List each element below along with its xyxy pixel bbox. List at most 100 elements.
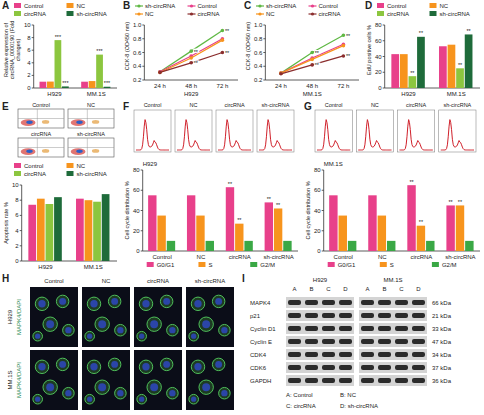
y-tick [32, 75, 34, 76]
histogram-curve [177, 120, 210, 150]
y-tick [322, 251, 324, 252]
protein-label: GAPDH [250, 378, 271, 384]
cell [147, 317, 161, 331]
nucleus [87, 397, 92, 402]
image-label: sh-circRNA [262, 102, 290, 108]
bar [167, 241, 175, 251]
column-label: NC [102, 278, 111, 284]
axis-title: CCK-8 (OD450 nm) [124, 22, 130, 70]
micrograph [30, 287, 78, 347]
figure: ARelative expression ofcircRNA_0000190 (… [0, 0, 484, 415]
legend-label: Control [387, 3, 406, 9]
bar [265, 202, 273, 251]
bar [407, 185, 415, 251]
cell [167, 324, 179, 336]
annotation: ** [225, 28, 230, 34]
y-tick [32, 50, 34, 51]
nucleus [111, 298, 118, 305]
bar [426, 241, 434, 251]
bar [446, 205, 454, 251]
cell-cloud [26, 150, 32, 153]
blot-band [378, 339, 391, 344]
y-tick-label: 0 [27, 85, 31, 91]
bar [465, 34, 473, 88]
histogram-curve [317, 120, 350, 150]
histogram-frame [216, 110, 253, 152]
cell-cloud [26, 121, 32, 124]
bar [439, 46, 447, 88]
nucleus [46, 383, 54, 391]
bar [102, 194, 110, 261]
cell [160, 295, 172, 307]
y-tick [263, 38, 265, 39]
bar [47, 82, 54, 88]
y-axis [21, 185, 22, 261]
y-tick [322, 190, 324, 191]
axis-title: Cell cycle distribution % [124, 181, 130, 239]
y-tick-label: 20 [133, 228, 140, 234]
legend-label: circRNA [387, 11, 409, 17]
nucleus [221, 390, 227, 396]
cell-cloud [92, 120, 99, 124]
legend-label: circRNA [198, 11, 220, 17]
bar [387, 241, 395, 251]
y-tick [263, 66, 265, 67]
annotation: *** [104, 80, 111, 86]
panel-letter: B [123, 0, 130, 11]
cell [115, 387, 127, 399]
annotation: ** [237, 217, 242, 223]
panel-letter: I [242, 273, 245, 284]
cell [115, 324, 127, 336]
line [160, 40, 222, 72]
nucleus [215, 361, 222, 368]
y-tick-label: 60 [375, 38, 382, 44]
blot-band [395, 365, 408, 370]
bar [339, 216, 347, 251]
key-label: B: NC [340, 392, 357, 398]
marker [189, 56, 193, 60]
bar [391, 54, 399, 88]
cell [191, 297, 204, 310]
nucleus [65, 327, 71, 333]
plot-marks [329, 185, 473, 251]
legend-label: sh-circRNA [77, 171, 107, 177]
legend-label: S [208, 262, 212, 268]
legend-swatch [67, 171, 74, 176]
axis-title: Apoptosis rate % [3, 202, 9, 244]
nucleus [215, 298, 222, 305]
bar [235, 224, 243, 251]
protein-label: MAPK4 [250, 300, 271, 306]
y-tick-label: 80 [314, 167, 321, 173]
legend-swatch [14, 11, 21, 16]
bar [28, 205, 36, 261]
legend-label: G2/M [442, 262, 457, 268]
y-tick-label: 0.2 [133, 77, 142, 83]
axis-title-line: EdU positive cells % [366, 25, 372, 75]
cell [43, 317, 57, 331]
blot-band [339, 300, 352, 305]
blot-band [305, 339, 318, 344]
nucleus [142, 363, 149, 370]
y-tick [20, 230, 22, 231]
legend-swatch [147, 262, 154, 267]
y-tick [141, 251, 143, 252]
micrograph [82, 350, 130, 410]
cell [219, 387, 231, 399]
y-tick [263, 80, 265, 81]
image-label: Control [32, 102, 50, 108]
cell [189, 394, 199, 404]
blot-band [322, 378, 335, 383]
y-tick-label: 0.2 [254, 77, 263, 83]
y-tick [263, 52, 265, 53]
annotation: ** [409, 179, 414, 185]
lane-label: A [365, 286, 369, 292]
legend-label: NC [266, 11, 275, 17]
image-label: circRNA [406, 102, 426, 108]
legend-swatch [430, 11, 437, 16]
nucleus [202, 320, 210, 328]
annotation: ** [267, 196, 272, 202]
blot-band [305, 313, 318, 318]
x-tick-label: 24 h [275, 83, 287, 89]
axis-title-line: Cell cycle distribution % [124, 181, 130, 239]
annotation: ** [448, 199, 453, 205]
